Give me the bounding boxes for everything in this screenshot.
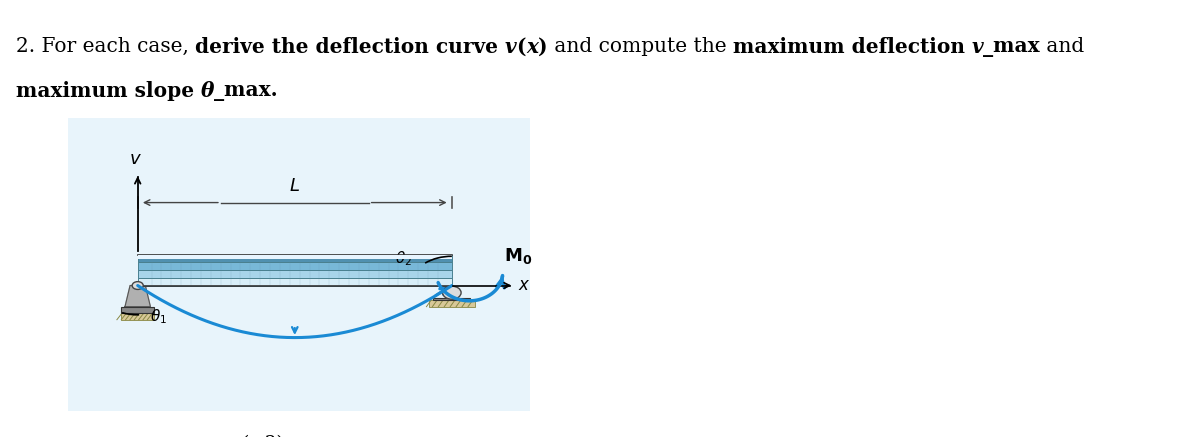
Text: v: v [972, 37, 983, 57]
Text: and compute the: and compute the [547, 37, 732, 56]
Text: $L$: $L$ [289, 177, 300, 195]
Polygon shape [125, 285, 150, 307]
Text: v: v [505, 37, 517, 57]
Bar [138, 278, 452, 285]
Text: $\theta_1$: $\theta_1$ [150, 308, 167, 326]
Text: derive the deflection curve: derive the deflection curve [194, 37, 505, 57]
Bar [138, 270, 452, 278]
Bar [428, 300, 475, 307]
Text: x: x [526, 37, 538, 57]
Text: (: ( [517, 37, 526, 57]
Text: 2. For each case,: 2. For each case, [16, 37, 194, 56]
Circle shape [443, 286, 461, 299]
Text: ): ) [538, 37, 547, 57]
Bar [138, 255, 452, 262]
Text: θ: θ [200, 81, 214, 101]
Text: (s-3): (s-3) [241, 435, 284, 437]
Text: maximum slope: maximum slope [16, 81, 200, 101]
Text: _max.: _max. [214, 81, 277, 101]
Text: $v$: $v$ [128, 150, 142, 168]
Text: $\mathbf{M_0}$: $\mathbf{M_0}$ [504, 246, 532, 266]
Text: $\theta_2$: $\theta_2$ [395, 249, 412, 267]
Bar [121, 307, 155, 312]
Text: and: and [1040, 37, 1085, 56]
Bar [138, 262, 452, 270]
Text: $x$: $x$ [518, 277, 530, 294]
Bar [138, 255, 452, 259]
Bar [121, 312, 155, 320]
Circle shape [132, 281, 143, 289]
Text: maximum deflection: maximum deflection [732, 37, 972, 57]
Text: _max: _max [983, 37, 1040, 57]
Bar [433, 298, 470, 300]
